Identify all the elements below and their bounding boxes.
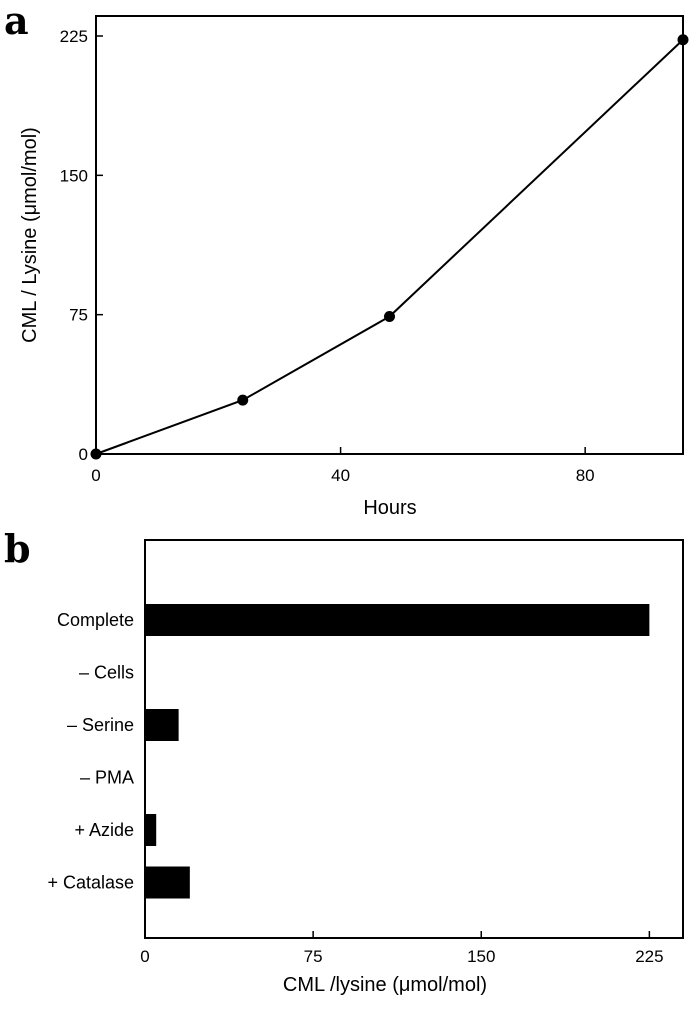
panel-a-data-point	[384, 311, 395, 323]
panel-b-plot-frame	[144, 539, 684, 939]
panel-b-x-tick-label: 150	[467, 947, 495, 966]
panel-a-x-axis-title: Hours	[363, 497, 416, 519]
panel-a-data-point	[677, 34, 689, 46]
panel-b-x-tick-label: 75	[304, 947, 323, 966]
panel-b-category-label: + Catalase	[47, 873, 134, 893]
panel-b-bar	[145, 814, 157, 846]
panel-a-series	[90, 34, 689, 460]
panel-a-x-tick-label: 80	[576, 466, 595, 485]
panel-a-data-point	[237, 394, 249, 406]
panel-b-x-tick-label: 225	[635, 947, 663, 966]
panel-b-category-label: + Azide	[74, 820, 134, 840]
panel-b-category-label: – PMA	[80, 768, 134, 788]
panel-a-letter: a	[4, 0, 29, 43]
panel-a-y-axis: 0 75 150 225	[60, 27, 103, 464]
panel-b-bar	[145, 709, 179, 741]
panel-a-x-axis: 0 40 80	[91, 447, 595, 485]
panel-b-x-axis: 0 75 150 225	[140, 931, 664, 966]
panel-b-category-label: – Serine	[67, 715, 134, 735]
panel-b-category-axis: Complete – Cells – Serine – PMA + Azide + Cat…	[47, 610, 134, 893]
panel-a-y-tick-label: 75	[69, 306, 88, 325]
panel-b-x-axis-title: CML /lysine (μmol/mol)	[283, 974, 487, 996]
panel-a-series-line	[95, 38, 684, 455]
panel-a-y-tick-label: 0	[79, 445, 88, 464]
panel-a-line-chart: a 0 40 80 0 75 150 225 Hours CML / Lysine (μm…	[4, 0, 689, 519]
panel-b-bar-chart: b 0 75 150 225 Complete – Cells – Serine – PMA…	[4, 526, 684, 996]
panel-b-category-label: – Cells	[79, 663, 134, 683]
panel-a-x-tick-label: 40	[331, 466, 350, 485]
panel-a-data-point	[90, 448, 102, 460]
panel-b-bars	[145, 604, 650, 899]
panel-b-category-label: Complete	[57, 610, 134, 630]
panel-b-bar	[145, 866, 190, 899]
panel-a-y-tick-label: 150	[60, 166, 88, 185]
panel-b-bar	[145, 604, 650, 636]
panel-b-x-tick-label: 0	[140, 947, 149, 966]
panel-a-y-tick-label: 225	[60, 27, 88, 46]
panel-b-letter: b	[4, 526, 31, 571]
panel-a-x-tick-label: 0	[91, 466, 100, 485]
panel-a-plot-frame	[95, 15, 684, 455]
panel-a-y-axis-title: CML / Lysine (μmol/mol)	[19, 127, 41, 343]
